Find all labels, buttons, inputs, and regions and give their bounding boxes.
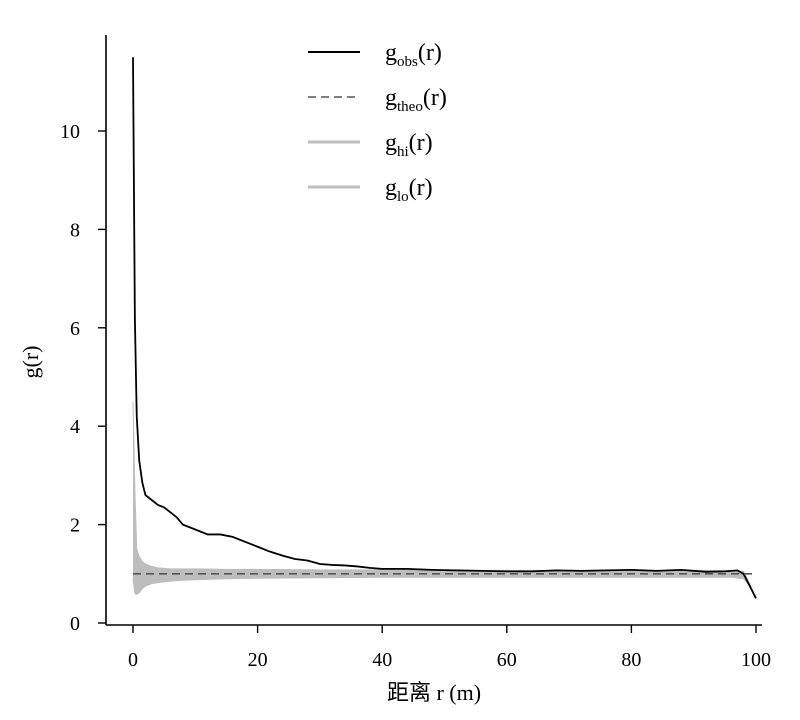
envelope-band xyxy=(133,401,756,599)
x-tick-label: 0 xyxy=(128,649,138,671)
y-tick-label: 4 xyxy=(70,416,80,438)
y-tick-label: 8 xyxy=(70,219,80,241)
legend: gobs(r) gtheo(r) ghi(r) glo(r) xyxy=(308,40,447,205)
legend-label-obs: gobs(r) xyxy=(385,40,442,70)
y-tick-label: 0 xyxy=(70,613,80,635)
series-hi-line xyxy=(132,401,757,599)
series-obs-line xyxy=(132,57,757,599)
x-tick-label: 60 xyxy=(497,649,517,671)
y-axis-label: g(r) xyxy=(18,346,43,379)
x-tick-label: 80 xyxy=(621,649,641,671)
axes xyxy=(105,35,762,626)
y-tick-label: 2 xyxy=(70,515,80,537)
legend-entry-lo: glo(r) xyxy=(308,175,433,205)
legend-entry-theo: gtheo(r) xyxy=(308,85,447,115)
x-tick-label: 100 xyxy=(741,649,771,671)
envelope-layer xyxy=(132,401,757,599)
ticks: 0 20 40 60 80 100 0 2 4 6 8 10 xyxy=(60,121,771,671)
y-tick-label: 10 xyxy=(60,121,80,143)
series-lo-line xyxy=(132,576,757,599)
x-tick-label: 40 xyxy=(372,649,392,671)
x-axis-label: 距离 r (m) xyxy=(387,680,481,705)
legend-label-lo: glo(r) xyxy=(385,175,433,205)
series-layer xyxy=(132,57,757,599)
y-tick-label: 6 xyxy=(70,318,80,340)
legend-entry-obs: gobs(r) xyxy=(308,40,442,70)
legend-label-theo: gtheo(r) xyxy=(385,85,447,115)
legend-label-hi: ghi(r) xyxy=(385,130,433,160)
x-tick-label: 20 xyxy=(248,649,268,671)
legend-entry-hi: ghi(r) xyxy=(308,130,433,160)
